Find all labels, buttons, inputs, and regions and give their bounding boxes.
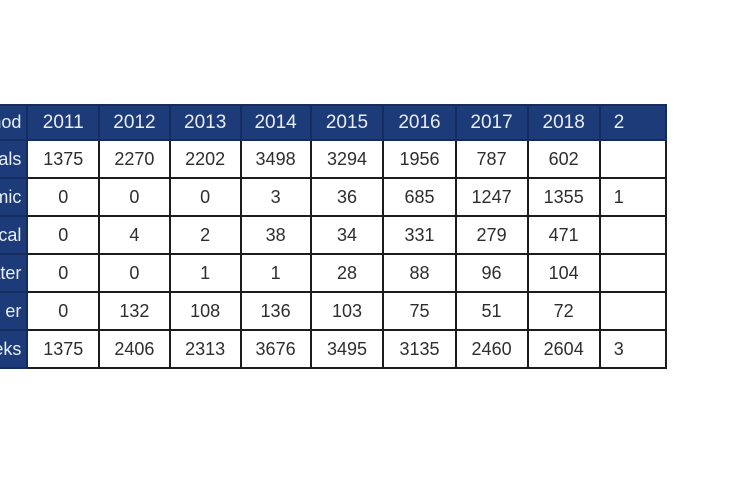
header-year-2014: 2014 xyxy=(239,104,312,141)
table-cell: 2202 xyxy=(168,139,242,179)
header-year-2017: 2017 xyxy=(454,104,529,141)
header-year-2012: 2012 xyxy=(98,104,171,141)
table-row-mechanical: anical 0 4 2 38 34 331 279 471 xyxy=(0,215,668,255)
table-row-water: water 0 0 1 1 28 88 96 104 xyxy=(0,253,668,293)
table-cell-partial: 1 xyxy=(598,177,668,217)
table-cell: 331 xyxy=(382,215,457,255)
table-cell: 0 xyxy=(26,291,101,331)
row-label-chemicals: icals xyxy=(0,139,29,179)
table-cell: 136 xyxy=(239,291,312,331)
table-cell: 0 xyxy=(98,253,171,293)
table-cell: 51 xyxy=(454,291,529,331)
table-cell: 3294 xyxy=(309,139,385,179)
header-year-2018: 2018 xyxy=(526,104,601,141)
table-cell: 3676 xyxy=(239,329,312,369)
row-label-thermic: mic xyxy=(0,177,29,217)
table-cell: 4 xyxy=(98,215,171,255)
table-cell: 1 xyxy=(239,253,312,293)
header-year-2011: 2011 xyxy=(26,104,101,141)
table-cell: 2604 xyxy=(526,329,601,369)
header-year-2015: 2015 xyxy=(309,104,385,141)
table-cell: 75 xyxy=(382,291,457,331)
table-cell: 88 xyxy=(382,253,457,293)
row-label-mechanical: anical xyxy=(0,215,29,255)
table-cell: 28 xyxy=(309,253,385,293)
table-cell: 0 xyxy=(168,177,242,217)
row-label-water: water xyxy=(0,253,29,293)
table-cell: 1355 xyxy=(526,177,601,217)
table-cell: 1375 xyxy=(26,329,101,369)
table-cell: 787 xyxy=(454,139,529,179)
table-cell: 108 xyxy=(168,291,242,331)
table-row-thermic: mic 0 0 0 3 36 685 1247 1355 1 xyxy=(0,177,668,217)
header-year-2013: 2013 xyxy=(168,104,242,141)
table-cell: 279 xyxy=(454,215,529,255)
table-cell: 2460 xyxy=(454,329,529,369)
table-cell: 104 xyxy=(526,253,601,293)
table-row-other: er 0 132 108 136 103 75 51 72 xyxy=(0,291,668,331)
table-cell: 72 xyxy=(526,291,601,331)
table-cell: 2406 xyxy=(98,329,171,369)
row-label-other: er xyxy=(0,291,29,331)
row-label-total-weeks: weeks xyxy=(0,329,29,369)
table-cell: 0 xyxy=(26,253,101,293)
table-cell-partial: 3 xyxy=(598,329,668,369)
table-cell: 1375 xyxy=(26,139,101,179)
table-cell: 602 xyxy=(526,139,601,179)
table-cell: 0 xyxy=(26,177,101,217)
table-cell: 3498 xyxy=(239,139,312,179)
table-cell-partial xyxy=(598,291,668,331)
table-cell: 2270 xyxy=(98,139,171,179)
table-cell: 0 xyxy=(26,215,101,255)
table-cell: 3 xyxy=(239,177,312,217)
table-cell: 3135 xyxy=(382,329,457,369)
table-cell: 2313 xyxy=(168,329,242,369)
table-cell: 36 xyxy=(309,177,385,217)
table-row-chemicals: icals 1375 2270 2202 3498 3294 1956 787 … xyxy=(0,139,668,179)
table-row-total-weeks: weeks 1375 2406 2313 3676 3495 3135 2460… xyxy=(0,329,668,369)
table-cell-partial xyxy=(598,139,668,179)
table-cell: 3495 xyxy=(309,329,385,369)
table-cell: 1 xyxy=(168,253,242,293)
table-cell: 34 xyxy=(309,215,385,255)
data-table: hod 2011 2012 2013 2014 2015 2016 2017 2… xyxy=(0,104,668,369)
table-cell: 38 xyxy=(239,215,312,255)
table-cell: 0 xyxy=(98,177,171,217)
table-cell: 103 xyxy=(309,291,385,331)
header-year-2016: 2016 xyxy=(382,104,457,141)
table-cell: 132 xyxy=(98,291,171,331)
table-cell-partial xyxy=(598,253,668,293)
header-row: hod 2011 2012 2013 2014 2015 2016 2017 2… xyxy=(0,104,668,141)
table-cell: 96 xyxy=(454,253,529,293)
table-cell: 471 xyxy=(526,215,601,255)
header-corner-label: hod xyxy=(0,104,29,141)
table-cell-partial xyxy=(598,215,668,255)
table-cell: 1956 xyxy=(382,139,457,179)
table-cell: 1247 xyxy=(454,177,529,217)
table-cell: 2 xyxy=(168,215,242,255)
header-year-partial: 2 xyxy=(598,104,668,141)
table-cell: 685 xyxy=(382,177,457,217)
